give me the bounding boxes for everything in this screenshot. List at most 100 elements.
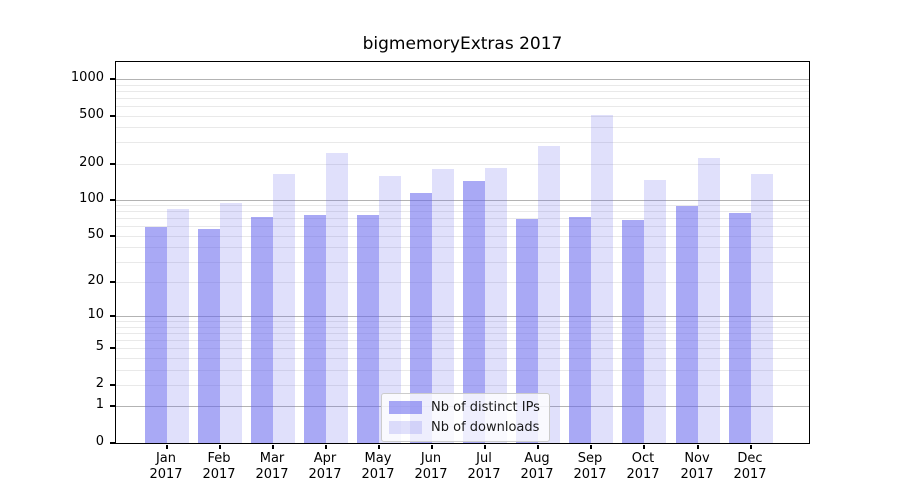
- legend-item-downloads: Nb of downloads: [389, 419, 540, 436]
- bar-ips-oct: [622, 220, 644, 443]
- y-tick-mark: [110, 405, 115, 407]
- y-tick-mark: [110, 78, 115, 80]
- bar-ips-sep: [569, 217, 591, 443]
- minor-gridline: [116, 370, 809, 371]
- major-gridline: [116, 200, 809, 201]
- bar-ips-jul: [463, 181, 485, 443]
- legend-item-distinct-ips: Nb of distinct IPs: [389, 399, 540, 416]
- x-tick-label: Jun 2017: [414, 451, 448, 482]
- bar-ips-mar: [251, 217, 273, 443]
- bar-downloads-jun: [432, 169, 454, 443]
- y-tick-label: 5: [95, 339, 104, 354]
- minor-gridline: [116, 106, 809, 107]
- bar-downloads-apr: [326, 153, 348, 443]
- minor-gridline: [116, 262, 809, 263]
- x-tick-mark: [325, 445, 327, 449]
- x-tick-label: May 2017: [361, 451, 395, 482]
- minor-gridline: [116, 91, 809, 92]
- bar-downloads-feb: [220, 203, 242, 443]
- x-tick-mark: [537, 445, 539, 449]
- bar-ips-apr: [304, 215, 326, 443]
- x-tick-label: Apr 2017: [308, 451, 342, 482]
- x-tick-label: Feb 2017: [202, 451, 236, 482]
- major-gridline: [116, 79, 809, 80]
- minor-gridline: [116, 226, 809, 227]
- minor-gridline: [116, 340, 809, 341]
- minor-gridline: [116, 247, 809, 248]
- minor-gridline: [116, 127, 809, 128]
- minor-gridline: [116, 282, 809, 283]
- x-tick-label: Aug 2017: [520, 451, 554, 482]
- y-tick-label: 500: [79, 107, 104, 122]
- y-tick-label: 200: [79, 155, 104, 170]
- bar-downloads-jul: [485, 168, 507, 443]
- x-tick-mark: [378, 445, 380, 449]
- minor-gridline: [116, 85, 809, 86]
- x-tick-label: Jul 2017: [467, 451, 501, 482]
- y-tick-label: 1: [95, 397, 104, 412]
- legend-label-downloads: Nb of downloads: [431, 420, 540, 435]
- y-tick-label: 20: [87, 273, 104, 288]
- bar-ips-jun: [410, 193, 432, 443]
- legend-swatch-ips: [389, 401, 422, 414]
- minor-gridline: [116, 211, 809, 212]
- x-tick-mark: [166, 445, 168, 449]
- bar-downloads-sep: [591, 115, 613, 443]
- y-tick-mark: [110, 115, 115, 117]
- y-tick-label: 50: [87, 227, 104, 242]
- minor-gridline: [116, 205, 809, 206]
- x-tick-mark: [697, 445, 699, 449]
- legend: Nb of distinct IPs Nb of downloads: [381, 393, 550, 442]
- x-tick-label: Jan 2017: [149, 451, 183, 482]
- bar-downloads-aug: [538, 146, 560, 443]
- minor-gridline: [116, 116, 809, 117]
- x-tick-mark: [431, 445, 433, 449]
- x-tick-label: Nov 2017: [680, 451, 714, 482]
- bar-downloads-nov: [698, 158, 720, 443]
- plot-area: Nb of distinct IPs Nb of downloads: [115, 61, 810, 444]
- y-tick-mark: [110, 199, 115, 201]
- minor-gridline: [116, 98, 809, 99]
- bar-ips-nov: [676, 206, 698, 443]
- bar-downloads-oct: [644, 180, 666, 443]
- x-tick-mark: [643, 445, 645, 449]
- x-tick-mark: [272, 445, 274, 449]
- minor-gridline: [116, 327, 809, 328]
- bar-ips-dec: [729, 213, 751, 443]
- bar-ips-may: [357, 215, 379, 443]
- major-gridline: [116, 316, 809, 317]
- y-tick-label: 10: [87, 307, 104, 322]
- minor-gridline: [116, 142, 809, 143]
- minor-gridline: [116, 321, 809, 322]
- bar-ips-jan: [145, 227, 167, 443]
- y-tick-mark: [110, 235, 115, 237]
- y-tick-label: 0: [95, 434, 104, 449]
- x-tick-mark: [219, 445, 221, 449]
- minor-gridline: [116, 236, 809, 237]
- minor-gridline: [116, 348, 809, 349]
- bar-downloads-dec: [751, 174, 773, 443]
- y-tick-mark: [110, 442, 115, 444]
- y-tick-label: 100: [79, 191, 104, 206]
- x-tick-label: Sep 2017: [573, 451, 607, 482]
- y-tick-label: 2: [95, 376, 104, 391]
- y-tick-mark: [110, 163, 115, 165]
- y-tick-mark: [110, 347, 115, 349]
- legend-label-ips: Nb of distinct IPs: [431, 400, 540, 415]
- chart-title: bigmemoryExtras 2017: [362, 34, 563, 54]
- minor-gridline: [116, 333, 809, 334]
- y-tick-mark: [110, 281, 115, 283]
- legend-swatch-downloads: [389, 421, 422, 434]
- bar-ips-feb: [198, 229, 220, 443]
- y-tick-mark: [110, 315, 115, 317]
- minor-gridline: [116, 385, 809, 386]
- bar-downloads-jan: [167, 209, 189, 443]
- x-tick-mark: [484, 445, 486, 449]
- x-tick-mark: [750, 445, 752, 449]
- bar-downloads-may: [379, 176, 401, 443]
- x-tick-label: Dec 2017: [733, 451, 767, 482]
- x-tick-mark: [590, 445, 592, 449]
- minor-gridline: [116, 218, 809, 219]
- minor-gridline: [116, 358, 809, 359]
